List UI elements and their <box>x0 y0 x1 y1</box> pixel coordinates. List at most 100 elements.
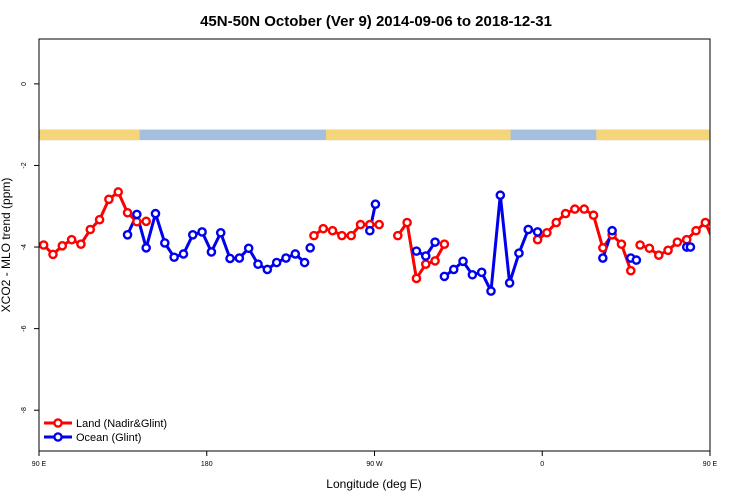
land-data-point <box>85 224 96 235</box>
land-data-point <box>663 245 673 256</box>
land-data-point <box>588 210 599 221</box>
ocean-data-point <box>262 264 273 275</box>
land-data-point <box>681 234 692 245</box>
series-points <box>39 187 746 296</box>
land-data-point <box>672 237 683 247</box>
x-tick-label: 90 E <box>32 461 47 468</box>
ocean-data-point <box>523 224 534 235</box>
land-series-line <box>639 221 710 257</box>
ocean-data-point <box>476 267 487 278</box>
land-data-point <box>132 216 142 227</box>
ocean-data-point <box>495 190 506 201</box>
land-data-point <box>616 239 627 249</box>
land-data-point <box>374 219 384 230</box>
land-data-point <box>420 259 431 269</box>
land-data-point <box>355 219 366 230</box>
plot-frame <box>38 38 711 452</box>
x-tick-label: 180 <box>201 461 213 468</box>
land-data-point <box>653 250 664 260</box>
y-tick-label: -6 <box>21 325 28 331</box>
ocean-data-point <box>411 246 422 256</box>
ocean-data-point <box>290 249 301 259</box>
ocean-data-point <box>685 242 696 252</box>
ocean-data-point <box>631 255 642 265</box>
legend-ocean-label: Ocean (Glint) <box>76 432 141 444</box>
ocean-data-point <box>299 257 310 268</box>
ocean-data-point <box>215 227 226 238</box>
land-data-point <box>48 249 58 260</box>
ocean-data-point <box>178 249 189 259</box>
ocean-data-point <box>187 230 198 240</box>
ocean-data-point <box>467 269 478 280</box>
y-axis-title: XCO2 - MLO trend (ppm) <box>0 178 13 313</box>
ocean-series-line <box>443 193 530 293</box>
land-data-point <box>542 227 552 238</box>
ocean-data-point <box>370 199 381 210</box>
y-tick-label: 0 <box>21 82 28 86</box>
ocean-data-point <box>271 257 282 268</box>
y-tick-label: -8 <box>21 407 28 413</box>
land-data-point <box>104 194 114 205</box>
legend-land-label: Land (Nadir&Glint) <box>76 418 167 430</box>
ocean-data-point <box>132 209 142 220</box>
land-data-point <box>57 241 68 251</box>
land-data-point <box>402 217 412 228</box>
land-data-point <box>430 256 440 266</box>
chart-title: 45N-50N October (Ver 9) 2014-09-06 to 20… <box>200 13 552 30</box>
land-data-point <box>730 241 737 248</box>
ocean-data-point <box>486 286 496 296</box>
x-axis: 90 E 180 90 W 0 90 E <box>32 451 718 468</box>
ocean-data-point <box>458 256 468 267</box>
land-data-point <box>411 273 422 284</box>
land-data-point <box>551 217 562 228</box>
ocean-data-point <box>150 208 161 219</box>
legend-land-marker <box>53 418 63 428</box>
ocean-data-point <box>225 253 235 264</box>
ocean-data-point <box>598 253 608 263</box>
land-band <box>39 129 140 141</box>
y-axis: 0 -2 -4 -6 -8 <box>21 82 39 413</box>
land-band <box>326 129 511 141</box>
ocean-data-point <box>504 278 515 288</box>
land-data-point <box>700 217 710 228</box>
land-data-point <box>76 239 86 249</box>
series-lines <box>42 190 710 293</box>
ocean-data-point <box>206 247 217 257</box>
land-data-point <box>337 230 347 241</box>
ocean-data-point <box>430 237 440 247</box>
land-data-point <box>635 240 645 250</box>
ocean-data-point <box>281 253 291 263</box>
legend: Land (Nadir&Glint) Ocean (Glint) <box>44 418 167 444</box>
land-data-point <box>598 243 608 253</box>
x-tick-label: 0 <box>540 461 544 468</box>
ocean-data-point <box>169 252 179 263</box>
land-data-point <box>720 251 727 258</box>
ocean-data-point <box>160 238 170 248</box>
land-data-point <box>439 239 450 249</box>
ocean-data-point <box>234 253 245 263</box>
land-data-point <box>113 187 124 197</box>
land-data-point <box>739 236 746 243</box>
land-data-point <box>709 242 710 245</box>
y-tick-label: -2 <box>21 162 28 168</box>
ocean-data-point <box>607 225 617 236</box>
land-data-point <box>691 225 701 236</box>
ocean-data-point <box>439 271 450 282</box>
land-data-point <box>122 207 133 218</box>
y-tick-label: -4 <box>21 244 28 250</box>
land-data-point <box>392 230 403 241</box>
ocean-data-point <box>253 259 263 269</box>
land-band <box>596 129 710 141</box>
ocean-data-point <box>365 225 375 236</box>
x-tick-label: 90 W <box>366 461 383 468</box>
land-data-point <box>39 240 49 250</box>
ocean-data-point <box>141 243 151 253</box>
land-data-point <box>625 265 636 276</box>
ocean-data-point <box>305 243 315 253</box>
legend-ocean-marker <box>53 432 63 442</box>
ocean-data-point <box>243 243 254 254</box>
ocean-data-point <box>514 248 524 258</box>
land-data-point <box>318 223 329 234</box>
land-data-point <box>327 225 338 236</box>
